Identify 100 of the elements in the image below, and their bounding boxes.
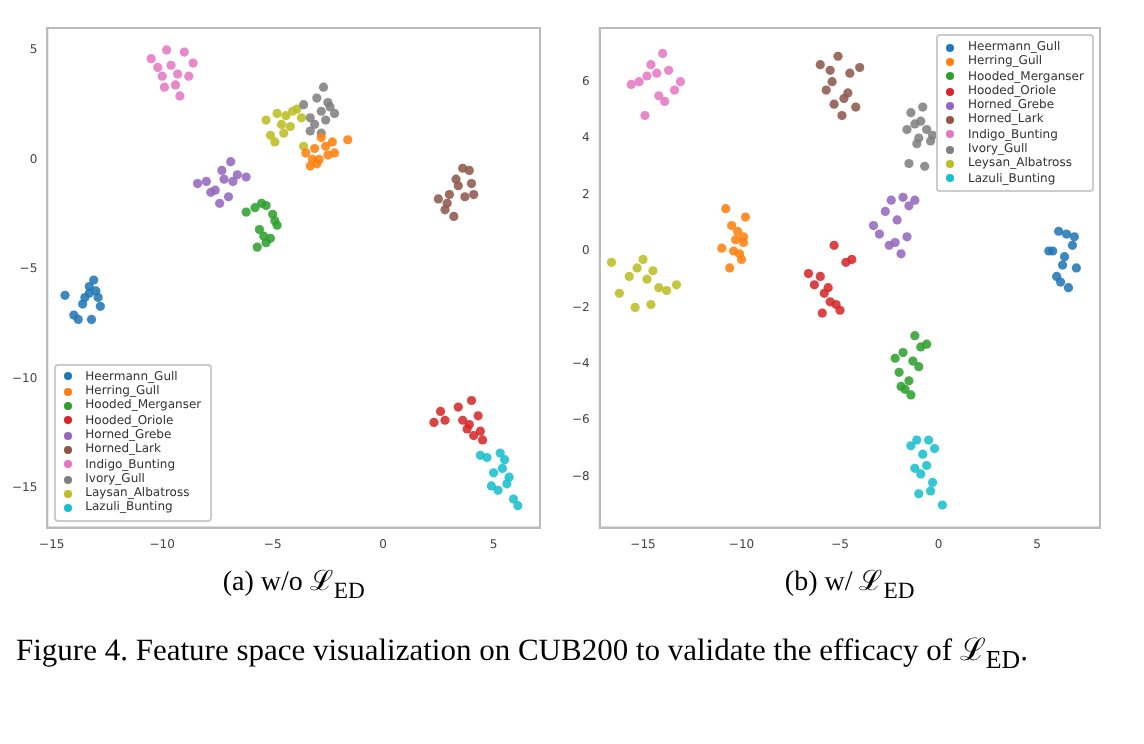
point	[916, 469, 926, 479]
point	[435, 406, 446, 417]
point	[307, 154, 318, 165]
point	[329, 108, 340, 119]
point	[902, 125, 912, 135]
point	[84, 288, 94, 298]
point	[669, 85, 680, 95]
point	[827, 77, 837, 87]
point	[727, 220, 737, 231]
point	[654, 283, 664, 293]
point	[910, 195, 920, 205]
point	[898, 348, 908, 358]
point	[261, 115, 271, 125]
point	[299, 100, 309, 110]
point	[184, 71, 194, 81]
point	[254, 224, 265, 235]
point	[646, 60, 656, 70]
point	[906, 390, 916, 400]
point	[894, 367, 904, 377]
point	[166, 60, 176, 70]
point	[896, 249, 906, 259]
point	[926, 486, 936, 496]
point	[886, 195, 896, 205]
x-axis-title: (b) w/ ℒ$_{ED}$	[784, 566, 915, 604]
point	[890, 353, 900, 363]
point	[1069, 232, 1079, 242]
point	[892, 215, 902, 225]
point	[321, 115, 331, 125]
point	[318, 82, 329, 92]
point	[937, 500, 948, 510]
point	[86, 314, 97, 325]
point	[159, 82, 170, 92]
point	[624, 271, 634, 281]
point	[261, 238, 271, 248]
point	[914, 362, 924, 372]
point	[232, 170, 242, 180]
point	[648, 266, 658, 276]
point	[721, 204, 731, 214]
point	[910, 331, 920, 341]
point	[489, 468, 499, 478]
point	[825, 297, 835, 307]
point	[829, 240, 839, 250]
point	[642, 71, 652, 81]
point	[809, 280, 819, 290]
point	[1071, 263, 1081, 273]
point	[829, 99, 839, 109]
point	[495, 448, 505, 458]
point	[918, 449, 928, 459]
point	[451, 174, 461, 184]
point	[285, 122, 295, 132]
point	[906, 108, 916, 118]
point	[922, 339, 932, 349]
point	[327, 137, 337, 147]
point	[469, 430, 479, 441]
point	[927, 477, 938, 488]
point	[60, 290, 70, 300]
point	[477, 435, 488, 445]
point	[188, 58, 198, 68]
point	[500, 455, 510, 465]
point	[614, 288, 624, 298]
point	[241, 207, 251, 217]
point	[493, 485, 503, 495]
point	[449, 211, 459, 222]
point	[642, 274, 652, 284]
point	[312, 93, 322, 103]
point	[833, 51, 843, 61]
point	[662, 285, 672, 296]
point	[922, 125, 932, 135]
point	[192, 178, 203, 189]
point	[626, 79, 636, 90]
point	[654, 91, 664, 101]
point	[868, 220, 879, 231]
point	[513, 501, 523, 511]
point	[170, 80, 181, 90]
point	[652, 68, 662, 78]
point	[316, 132, 326, 143]
point	[821, 85, 831, 95]
point	[910, 463, 920, 473]
point	[1052, 271, 1062, 281]
point	[281, 111, 291, 121]
point	[922, 460, 932, 471]
point	[316, 106, 326, 116]
point	[287, 106, 298, 116]
point	[223, 192, 234, 202]
point	[310, 119, 320, 130]
point	[803, 268, 814, 279]
point	[823, 283, 833, 293]
point	[226, 157, 236, 167]
point	[606, 257, 617, 267]
point	[301, 148, 311, 158]
point	[296, 113, 306, 123]
point	[851, 102, 861, 112]
point	[725, 263, 735, 273]
point	[201, 176, 211, 186]
point	[175, 91, 185, 101]
point	[916, 116, 926, 126]
point	[215, 198, 225, 208]
point	[508, 494, 519, 504]
point	[632, 263, 642, 273]
point	[855, 62, 865, 73]
